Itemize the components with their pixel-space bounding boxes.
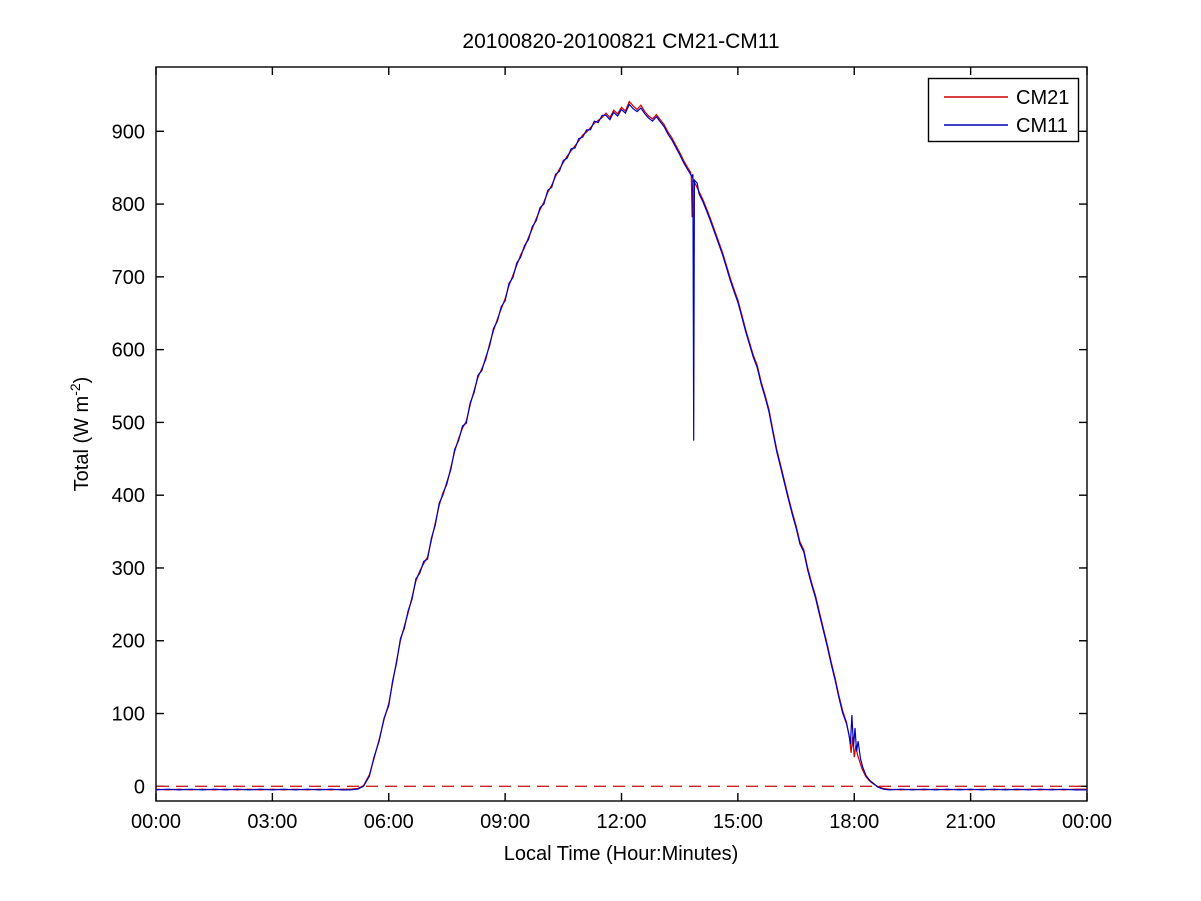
x-tick-label: 15:00 [713,811,763,833]
y-axis-label: Total (W m-2) [67,377,93,492]
y-axis-label-main: Total (W m [71,396,93,492]
y-tick-label: 400 [112,485,145,507]
y-tick-label: 0 [134,776,145,798]
plot-area [155,66,1088,802]
x-tick-label: 09:00 [480,811,530,833]
x-tick-label: 00:00 [131,811,181,833]
y-tick-label: 900 [112,121,145,143]
legend-box [927,77,1080,143]
y-tick-label: 800 [112,194,145,216]
x-tick-label: 06:00 [364,811,414,833]
x-tick-label: 18:00 [829,811,879,833]
y-tick-label: 600 [112,340,145,362]
legend: CM21 CM11 [927,77,1080,143]
x-tick-label: 21:00 [946,811,996,833]
axis-ticks [155,67,1088,801]
x-tick-label: 00:00 [1062,811,1112,833]
y-tick-label: 700 [112,267,145,289]
y-axis-label-superscript: -2 [67,383,83,396]
x-axis-tick-labels: 00:00 03:00 06:00 09:00 12:00 15:00 18:00 21:00… [131,811,1112,833]
legend-label-cm11: CM11 [1016,115,1068,137]
y-tick-label: 500 [112,412,145,434]
legend-label-cm21: CM21 [1016,87,1069,109]
chart-title: 20100820-20100821 CM21-CM11 [462,30,779,53]
cm11-line [155,103,1087,791]
y-tick-label: 100 [112,704,145,726]
x-tick-label: 03:00 [247,811,297,833]
x-tick-label: 12:00 [596,811,646,833]
y-axis-label-close: ) [71,377,93,384]
y-tick-label: 200 [112,631,145,653]
y-tick-label: 300 [112,558,145,580]
y-axis-tick-labels: 0 100 200 300 400 500 600 700 800 900 [112,121,145,798]
x-axis-label: Local Time (Hour:Minutes) [504,843,739,865]
